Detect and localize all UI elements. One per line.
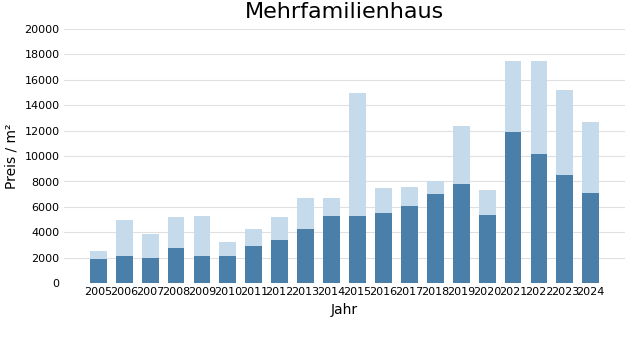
Bar [220, 242, 236, 283]
Bar [427, 182, 444, 283]
Bar [194, 256, 211, 283]
Bar [142, 234, 158, 283]
Title: Mehrfamilienhaus: Mehrfamilienhaus [245, 2, 444, 22]
Bar [90, 251, 107, 283]
Bar [427, 194, 444, 283]
Bar [194, 216, 211, 283]
Bar [349, 93, 366, 283]
Bar [556, 175, 573, 283]
Bar [453, 126, 469, 283]
Bar [323, 198, 340, 283]
Bar [556, 90, 573, 283]
Bar [323, 216, 340, 283]
Bar [116, 220, 133, 283]
Bar [582, 193, 599, 283]
Bar [245, 229, 262, 283]
X-axis label: Jahr: Jahr [331, 303, 358, 317]
Bar [271, 240, 288, 283]
Bar [90, 259, 107, 283]
Bar [401, 187, 418, 283]
Bar [167, 217, 184, 283]
Bar [220, 256, 236, 283]
Bar [245, 246, 262, 283]
Bar [453, 184, 469, 283]
Bar [271, 217, 288, 283]
Bar [531, 154, 547, 283]
Bar [531, 61, 547, 283]
Bar [375, 213, 392, 283]
Y-axis label: Preis / m²: Preis / m² [5, 123, 19, 189]
Legend: höchster Preis, durchschnittlicher Preis: höchster Preis, durchschnittlicher Preis [191, 360, 498, 363]
Bar [401, 205, 418, 283]
Bar [298, 198, 314, 283]
Bar [349, 216, 366, 283]
Bar [478, 190, 495, 283]
Bar [375, 188, 392, 283]
Bar [478, 215, 495, 283]
Bar [167, 248, 184, 283]
Bar [505, 61, 522, 283]
Bar [582, 122, 599, 283]
Bar [116, 256, 133, 283]
Bar [505, 132, 522, 283]
Bar [298, 229, 314, 283]
Bar [142, 258, 158, 283]
